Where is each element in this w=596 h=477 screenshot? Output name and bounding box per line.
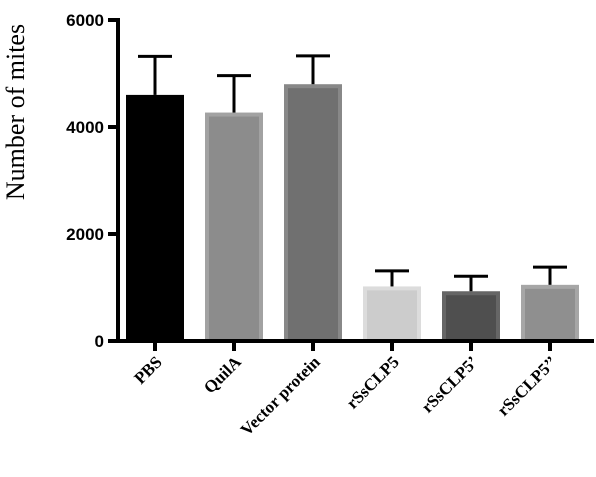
x-tick-label: QuilA (200, 352, 245, 397)
error-bars-layer (138, 54, 567, 292)
y-ticks-layer: 0 2000 4000 6000 (66, 11, 118, 351)
axes-layer (116, 18, 594, 343)
bar (442, 291, 500, 343)
y-tick-label: 2000 (66, 225, 104, 244)
bar (284, 84, 342, 343)
bar (205, 112, 263, 344)
x-tick-label: rSsCLP5’ (418, 352, 482, 416)
x-tick-label: Vector protein (237, 352, 324, 439)
x-tick-label: PBS (130, 352, 165, 387)
y-tick-label: 6000 (66, 11, 104, 30)
bar (126, 94, 184, 344)
bar (521, 284, 579, 344)
y-axis-title: Number of mites (1, 24, 30, 200)
y-tick-label: 4000 (66, 118, 104, 137)
x-tick-label: rSsCLP5’’ (494, 352, 561, 419)
x-tick-label: rSsCLP5 (343, 352, 403, 412)
bars-layer (126, 84, 579, 344)
bar (363, 286, 421, 343)
y-tick-label: 0 (95, 332, 104, 351)
